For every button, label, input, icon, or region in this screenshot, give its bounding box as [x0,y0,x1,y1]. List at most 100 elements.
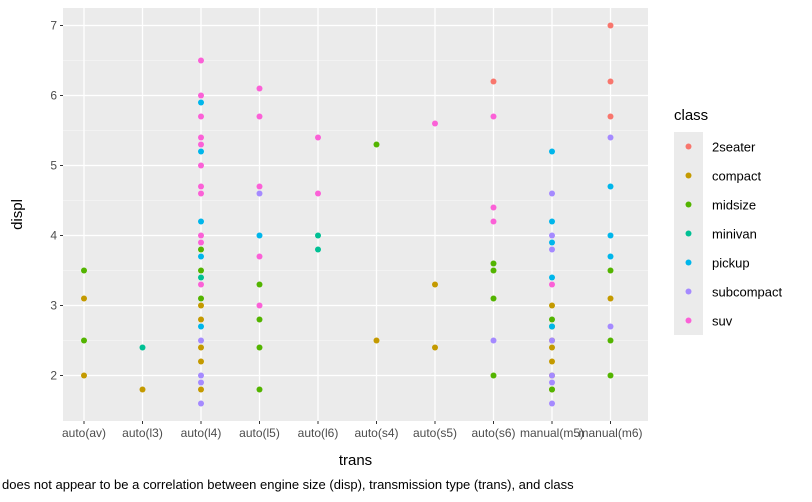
point-suv-19 [490,113,497,120]
point-minivan-3 [315,246,321,253]
point-minivan-2 [315,232,321,239]
point-suv-15 [256,302,263,309]
point-subcompact-10 [549,372,555,379]
point-subcompact-12 [549,400,555,407]
point-minivan-1 [198,274,204,281]
point-pickup-9 [549,274,555,281]
point-suv-6 [198,183,204,190]
point-compact-0 [81,295,87,302]
point-subcompact-0 [198,337,204,344]
point-midsize-14 [549,316,555,323]
point-pickup-6 [549,148,555,155]
point-compact-9 [432,281,438,288]
point-midsize-10 [490,260,497,267]
y-tick-label-5: 5 [50,159,57,173]
point-subcompact-9 [549,337,555,344]
x-axis: auto(av) auto(l3) auto(l4) auto(l5) auto(l6)… [62,421,643,440]
x-tick-label-6: auto(s5) [413,426,457,440]
point-compact-7 [198,386,204,393]
point-midsize-13 [490,372,497,379]
legend-swatch-subcompact [685,288,692,295]
point-midsize-17 [607,267,614,274]
point-suv-5 [198,162,204,169]
point-midsize-16 [549,386,555,393]
point-midsize-0 [81,267,87,274]
point-suv-9 [198,239,204,246]
point-midsize-18 [607,337,614,344]
point-pickup-2 [198,218,204,225]
point-suv-21 [490,218,497,225]
point-suv-14 [256,253,263,260]
point-suv-17 [315,190,321,197]
point-suv-13 [256,183,263,190]
legend-swatch-midsize [685,201,692,208]
point-compact-6 [198,358,204,365]
y-tick-label-7: 7 [50,19,57,33]
point-pickup-0 [198,99,204,106]
point-subcompact-1 [198,372,204,379]
point-suv-0 [198,57,204,64]
point-subcompact-14 [607,323,614,330]
point-suv-1 [198,92,204,99]
point-pickup-5 [256,232,263,239]
point-2seater-3 [607,113,614,120]
point-subcompact-3 [198,400,204,407]
point-suv-7 [198,190,204,197]
x-tick-label-1: auto(l3) [122,426,163,440]
point-compact-17 [607,295,614,302]
point-pickup-4 [198,323,204,330]
caption: does not appear to be a correlation betw… [2,477,574,492]
point-subcompact-7 [549,232,555,239]
point-midsize-7 [256,344,263,351]
legend-title: class [674,107,708,124]
x-tick-label-7: auto(s6) [471,426,515,440]
point-midsize-12 [490,295,497,302]
point-subcompact-13 [607,134,614,141]
point-2seater-1 [607,22,614,29]
point-subcompact-6 [549,190,555,197]
x-tick-label-9: manual(m6) [578,426,642,440]
point-suv-8 [198,232,204,239]
point-2seater-2 [607,78,614,85]
point-compact-11 [549,302,555,309]
point-midsize-4 [198,295,204,302]
point-subcompact-5 [490,337,497,344]
point-compact-2 [139,386,146,393]
point-suv-2 [198,113,204,120]
point-pickup-11 [607,183,614,190]
point-compact-10 [432,344,438,351]
point-compact-4 [198,316,204,323]
legend-label-compact: compact [712,169,762,184]
point-compact-13 [549,344,555,351]
y-tick-label-6: 6 [50,89,57,103]
legend-label-2seater: 2seater [712,140,756,155]
point-suv-3 [198,134,204,141]
point-midsize-19 [607,372,614,379]
point-pickup-12 [607,232,614,239]
point-compact-14 [549,358,555,365]
data-points [81,22,614,407]
legend: class 2seater compact midsize minivan pickup… [674,107,782,335]
legend-label-subcompact: subcompact [712,285,782,300]
legend-label-minivan: minivan [712,227,757,242]
point-pickup-7 [549,218,555,225]
legend-swatch-suv [685,317,692,324]
point-compact-3 [198,302,204,309]
x-tick-label-0: auto(av) [62,426,106,440]
x-tick-label-4: auto(l6) [298,426,339,440]
legend-label-midsize: midsize [712,198,756,213]
point-2seater-0 [490,78,497,85]
point-subcompact-8 [549,246,555,253]
point-subcompact-11 [549,379,555,386]
point-suv-12 [256,113,263,120]
point-midsize-2 [198,246,204,253]
point-midsize-3 [198,267,204,274]
point-midsize-11 [490,267,497,274]
legend-label-suv: suv [712,314,733,329]
point-suv-22 [549,281,555,288]
point-pickup-1 [198,148,204,155]
y-axis-title: displ [9,199,26,230]
major-gridlines [63,8,648,421]
y-tick-label-4: 4 [50,229,57,243]
